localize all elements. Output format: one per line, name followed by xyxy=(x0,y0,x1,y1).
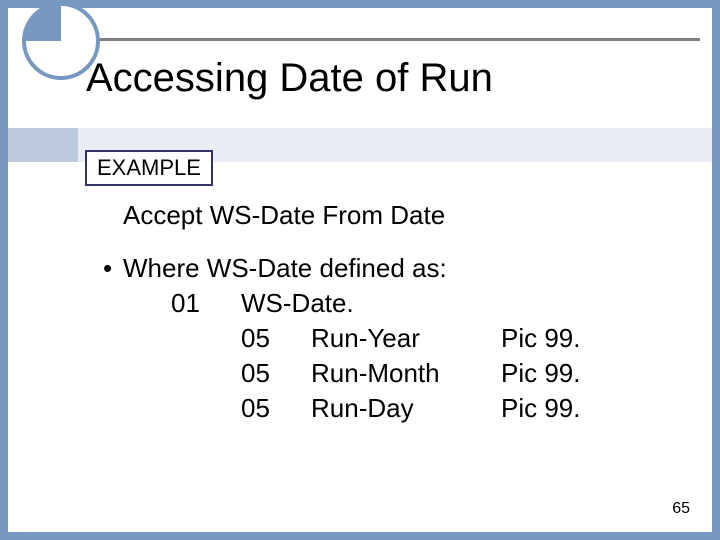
field-name: Run-Year xyxy=(311,321,501,356)
band-left xyxy=(8,128,78,162)
horizontal-rule xyxy=(64,38,700,41)
pic-clause: Pic 99. xyxy=(501,356,581,391)
bullet-icon: • xyxy=(103,251,123,286)
bullet-line: • Where WS-Date defined as: xyxy=(103,251,663,286)
level-number: 01 xyxy=(171,286,241,321)
field-name: Run-Day xyxy=(311,391,501,426)
page-number: 65 xyxy=(672,500,690,518)
level-number: 05 xyxy=(241,321,311,356)
slide: Accessing Date of Run EXAMPLE Accept WS-… xyxy=(8,8,712,532)
field-name: WS-Date. xyxy=(241,286,354,321)
pic-clause: Pic 99. xyxy=(501,321,581,356)
definition-sub-rows: 05 Run-Year Pic 99. 05 Run-Month Pic 99.… xyxy=(171,321,663,426)
definition-block: 01 WS-Date. 05 Run-Year Pic 99. 05 Run-M… xyxy=(171,286,663,426)
level-number: 05 xyxy=(241,391,311,426)
definition-row: 05 Run-Year Pic 99. xyxy=(241,321,663,356)
definition-row: 05 Run-Month Pic 99. xyxy=(241,356,663,391)
slide-title: Accessing Date of Run xyxy=(86,56,493,101)
example-label: EXAMPLE xyxy=(85,150,213,186)
definition-row: 05 Run-Day Pic 99. xyxy=(241,391,663,426)
content-block: Accept WS-Date From Date • Where WS-Date… xyxy=(103,198,663,427)
field-name: Run-Month xyxy=(311,356,501,391)
accept-statement: Accept WS-Date From Date xyxy=(123,198,663,233)
pic-clause: Pic 99. xyxy=(501,391,581,426)
definition-top-row: 01 WS-Date. xyxy=(171,286,663,321)
level-number: 05 xyxy=(241,356,311,391)
bullet-text: Where WS-Date defined as: xyxy=(123,251,447,286)
